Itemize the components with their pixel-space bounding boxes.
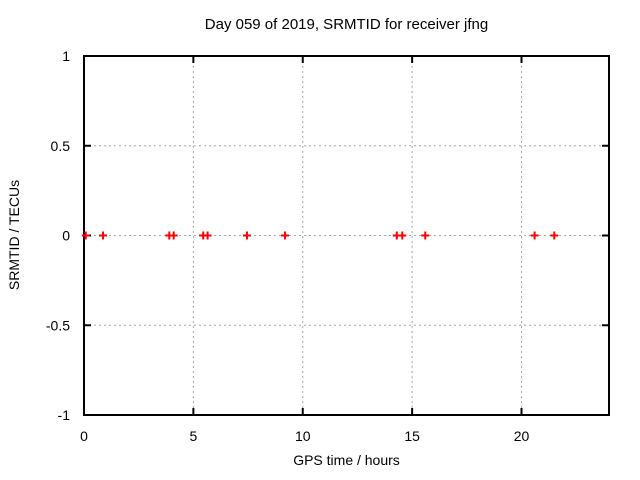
data-point	[99, 231, 108, 240]
x-tick-label: 15	[404, 428, 420, 444]
x-tick-label: 5	[189, 428, 197, 444]
data-point	[530, 231, 539, 240]
y-tick-label: 0	[62, 228, 70, 244]
data-point	[203, 231, 212, 240]
x-tick-label: 20	[514, 428, 530, 444]
y-tick-label: 0.5	[51, 138, 71, 154]
data-point	[398, 231, 407, 240]
data-point	[281, 231, 290, 240]
x-tick-label: 0	[80, 428, 88, 444]
y-tick-label: 1	[62, 48, 70, 64]
data-point	[169, 231, 178, 240]
data-point	[421, 231, 430, 240]
y-tick-label: -1	[58, 407, 71, 423]
data-point	[550, 231, 559, 240]
y-tick-label: -0.5	[46, 317, 70, 333]
x-axis-label: GPS time / hours	[293, 452, 400, 468]
data-point	[242, 231, 251, 240]
x-tick-label: 10	[295, 428, 311, 444]
chart-title: Day 059 of 2019, SRMTID for receiver jfn…	[204, 16, 489, 33]
data-point	[81, 231, 90, 240]
